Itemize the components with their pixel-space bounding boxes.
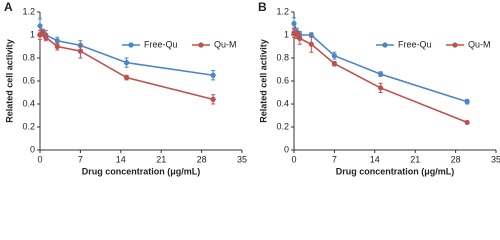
marker	[54, 43, 60, 50]
x-tick-label: 7	[332, 154, 337, 164]
x-tick-label: 28	[197, 154, 207, 164]
marker	[210, 96, 216, 102]
marker	[210, 72, 216, 78]
y-tick-label: 0.4	[276, 98, 289, 108]
x-tick-label: 14	[116, 154, 126, 164]
x-tick-label: 0	[291, 154, 296, 164]
y-tick-label: 0.8	[22, 52, 35, 62]
legend-marker	[198, 42, 204, 48]
y-tick-label: 0.6	[22, 75, 35, 85]
marker	[37, 23, 43, 29]
marker	[291, 20, 297, 27]
x-tick-label: 14	[370, 154, 380, 164]
x-axis-label: Drug concentration (μg/mL)	[336, 166, 455, 176]
marker	[43, 34, 49, 40]
legend-marker	[452, 42, 458, 48]
legend-marker	[128, 42, 134, 48]
x-axis-label: Drug concentration (μg/mL)	[82, 166, 201, 176]
marker	[123, 74, 130, 81]
y-tick-label: 0.4	[22, 98, 35, 108]
x-tick-label: 35	[237, 154, 247, 164]
line	[293, 32, 468, 124]
marker	[308, 41, 314, 47]
y-tick-label: 0.8	[276, 52, 289, 62]
y-tick-label: 1.2	[276, 6, 289, 16]
x-tick-label: 21	[156, 154, 166, 164]
x-tick-label: 7	[78, 154, 83, 164]
marker	[54, 38, 60, 44]
x-tick-label: 0	[37, 154, 42, 164]
legend-label: Qu-M	[214, 39, 237, 49]
marker	[331, 53, 337, 59]
y-tick-label: 0	[30, 144, 35, 154]
legend-marker	[382, 42, 388, 48]
marker	[331, 61, 337, 67]
y-tick-label: 0.2	[22, 121, 35, 131]
y-axis-label: Related cell activity	[258, 39, 268, 123]
y-tick-label: 0.2	[276, 121, 289, 131]
marker	[297, 35, 303, 42]
x-tick-label: 35	[491, 154, 500, 164]
legend-label: Free-Qu	[144, 39, 178, 49]
panel-label: A	[4, 0, 13, 14]
x-tick-label: 21	[410, 154, 420, 164]
line	[39, 25, 214, 77]
marker	[123, 60, 130, 66]
marker	[464, 119, 470, 125]
legend-label: Qu-M	[468, 39, 491, 49]
marker	[377, 71, 384, 77]
marker	[377, 85, 384, 91]
marker	[464, 99, 470, 105]
y-tick-label: 0.6	[276, 75, 289, 85]
y-tick-label: 0	[284, 144, 289, 154]
y-axis-label: Related cell activity	[4, 39, 14, 123]
panel-label: B	[258, 0, 267, 14]
y-tick-label: 1.2	[22, 6, 35, 16]
figure: A Related cell activity Drug concentration…	[4, 0, 500, 176]
marker	[40, 30, 46, 36]
marker	[77, 48, 83, 54]
x-tick-label: 28	[451, 154, 461, 164]
legend-label: Free-Qu	[398, 39, 432, 49]
y-tick-label: 1	[284, 29, 289, 39]
y-tick-label: 1	[30, 29, 35, 39]
marker	[294, 32, 300, 38]
